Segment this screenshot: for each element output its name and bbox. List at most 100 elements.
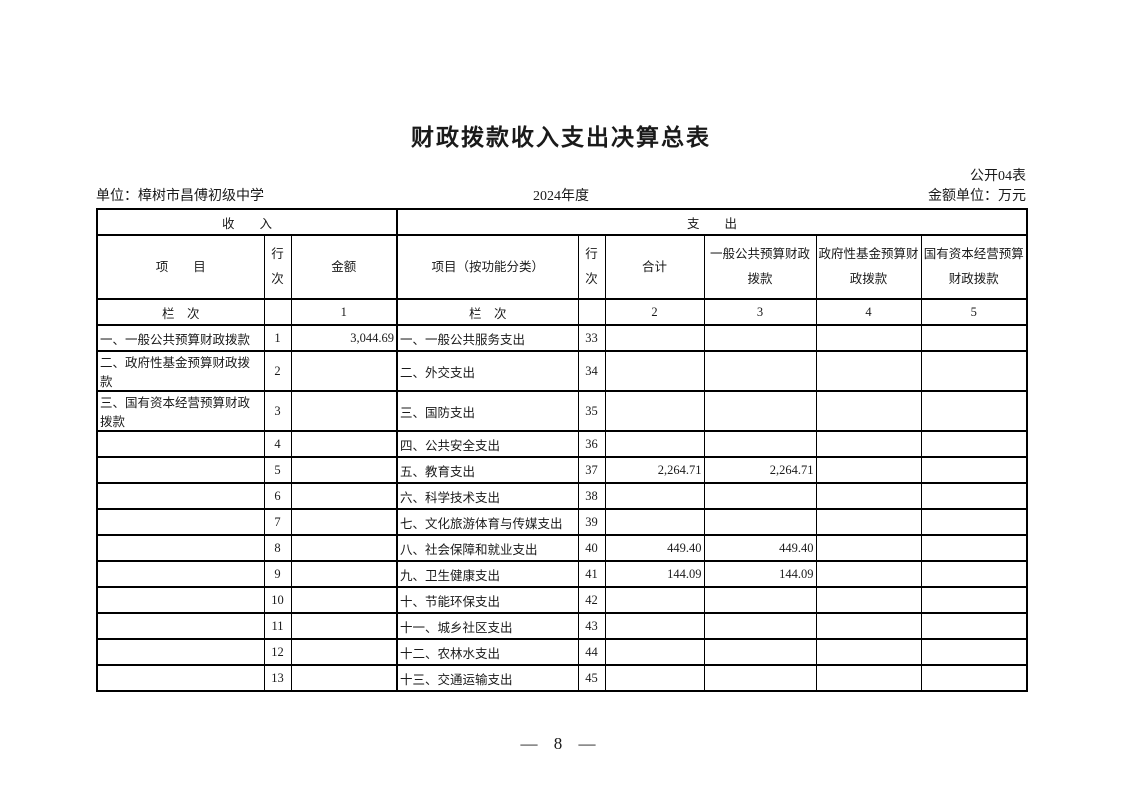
expense-item-cell: 十三、交通运输支出	[396, 664, 579, 692]
state-cell	[920, 612, 1028, 640]
table-row: 13 十三、交通运输支出 45	[96, 664, 1028, 692]
expense-item-cell: 十一、城乡社区支出	[396, 612, 579, 640]
general-cell	[703, 390, 817, 432]
income-item-cell	[96, 456, 265, 484]
income-amount-cell	[290, 390, 398, 432]
income-item-cell	[96, 664, 265, 692]
state-cell	[920, 586, 1028, 614]
table-row: 6 六、科学技术支出 38	[96, 482, 1028, 510]
general-cell	[703, 638, 817, 666]
expense-item-cell: 十、节能环保支出	[396, 586, 579, 614]
expense-item-cell: 四、公共安全支出	[396, 430, 579, 458]
state-cell	[920, 534, 1028, 562]
amount-unit: 金额单位：万元	[928, 189, 1026, 204]
table-body: 一、一般公共预算财政拨款 1 3,044.69 一、一般公共服务支出 33 二、政府性基金…	[96, 324, 1028, 692]
expense-no-cell: 44	[577, 638, 606, 666]
income-item-cell	[96, 612, 265, 640]
income-amount-cell	[290, 534, 398, 562]
state-cell	[920, 560, 1028, 588]
general-cell	[703, 586, 817, 614]
expense-item-cell: 五、教育支出	[396, 456, 579, 484]
income-no-cell: 12	[263, 638, 292, 666]
fiscal-summary-table: 收 入 支 出 项 目 行次 金额 项目（按功能分类） 行次 合计 一般公共预算…	[96, 208, 1029, 692]
income-item-cell	[96, 638, 265, 666]
table-row: 二、政府性基金预算财政拨款 2 二、外交支出 34	[96, 350, 1028, 392]
table-row: 9 九、卫生健康支出 41 144.09 144.09	[96, 560, 1028, 588]
general-cell	[703, 324, 817, 352]
income-no-cell: 2	[263, 350, 292, 392]
state-cell	[920, 638, 1028, 666]
fund-cell	[815, 456, 922, 484]
fund-cell	[815, 350, 922, 392]
expense-no-cell: 37	[577, 456, 606, 484]
general-cell	[703, 612, 817, 640]
total-cell	[604, 508, 705, 536]
general-cell: 2,264.71	[703, 456, 817, 484]
total-cell	[604, 430, 705, 458]
general-cell	[703, 664, 817, 692]
index-col-3: 3	[703, 298, 817, 326]
income-item-cell: 一、一般公共预算财政拨款	[96, 324, 265, 352]
total-cell	[604, 324, 705, 352]
column-index-row: 栏 次 1 栏 次 2 3 4 5	[96, 298, 1028, 326]
table-row: 一、一般公共预算财政拨款 1 3,044.69 一、一般公共服务支出 33	[96, 324, 1028, 352]
income-amount-cell	[290, 508, 398, 536]
unit-name: 单位：樟树市昌傅初级中学	[96, 189, 264, 204]
income-amount-cell	[290, 664, 398, 692]
expense-no-cell: 33	[577, 324, 606, 352]
state-cell	[920, 508, 1028, 536]
income-no-cell: 7	[263, 508, 292, 536]
total-cell	[604, 638, 705, 666]
meta-row: 单位：樟树市昌傅初级中学 2024年度 金额单位：万元	[96, 185, 1026, 205]
income-item-cell	[96, 560, 265, 588]
form-code: 公开04表	[970, 169, 1026, 184]
expense-no-cell: 43	[577, 612, 606, 640]
income-item-cell	[96, 482, 265, 510]
total-cell	[604, 664, 705, 692]
income-no-cell: 5	[263, 456, 292, 484]
general-cell	[703, 350, 817, 392]
expense-section-header: 支 出	[395, 208, 1028, 236]
general-cell	[703, 508, 817, 536]
expense-item-cell: 三、国防支出	[396, 390, 579, 432]
general-cell	[703, 482, 817, 510]
income-item-cell	[96, 586, 265, 614]
col-header-income-row-no: 行次	[263, 234, 292, 300]
fund-cell	[815, 482, 922, 510]
total-cell: 2,264.71	[604, 456, 705, 484]
fund-cell	[815, 430, 922, 458]
fund-cell	[815, 612, 922, 640]
col-header-expense-row-no: 行次	[577, 234, 606, 300]
col-header-income-amount: 金额	[290, 234, 398, 300]
expense-item-cell: 一、一般公共服务支出	[396, 324, 579, 352]
expense-item-cell: 七、文化旅游体育与传媒支出	[396, 508, 579, 536]
expense-no-cell: 38	[577, 482, 606, 510]
expense-no-cell: 42	[577, 586, 606, 614]
fund-cell	[815, 324, 922, 352]
income-item-cell: 三、国有资本经营预算财政拨款	[96, 390, 265, 432]
table-row: 4 四、公共安全支出 36	[96, 430, 1028, 458]
expense-item-cell: 六、科学技术支出	[396, 482, 579, 510]
fund-cell	[815, 508, 922, 536]
expense-no-cell: 41	[577, 560, 606, 588]
total-cell: 144.09	[604, 560, 705, 588]
total-cell	[604, 586, 705, 614]
fund-cell	[815, 664, 922, 692]
index-col-5: 5	[920, 298, 1028, 326]
page-content: 财政拨款收入支出决算总表 公开04表 单位：樟树市昌傅初级中学 2024年度 金…	[96, 0, 1029, 754]
state-cell	[920, 430, 1028, 458]
total-cell: 449.40	[604, 534, 705, 562]
table-row: 7 七、文化旅游体育与传媒支出 39	[96, 508, 1028, 536]
general-cell: 144.09	[703, 560, 817, 588]
expense-no-cell: 45	[577, 664, 606, 692]
table-row: 5 五、教育支出 37 2,264.71 2,264.71	[96, 456, 1028, 484]
expense-no-cell: 40	[577, 534, 606, 562]
index-income-no-blank	[263, 298, 292, 326]
state-cell	[920, 390, 1028, 432]
expense-item-cell: 二、外交支出	[396, 350, 579, 392]
income-item-cell	[96, 534, 265, 562]
income-amount-cell: 3,044.69	[290, 324, 398, 352]
index-col-4: 4	[815, 298, 922, 326]
state-cell	[920, 482, 1028, 510]
